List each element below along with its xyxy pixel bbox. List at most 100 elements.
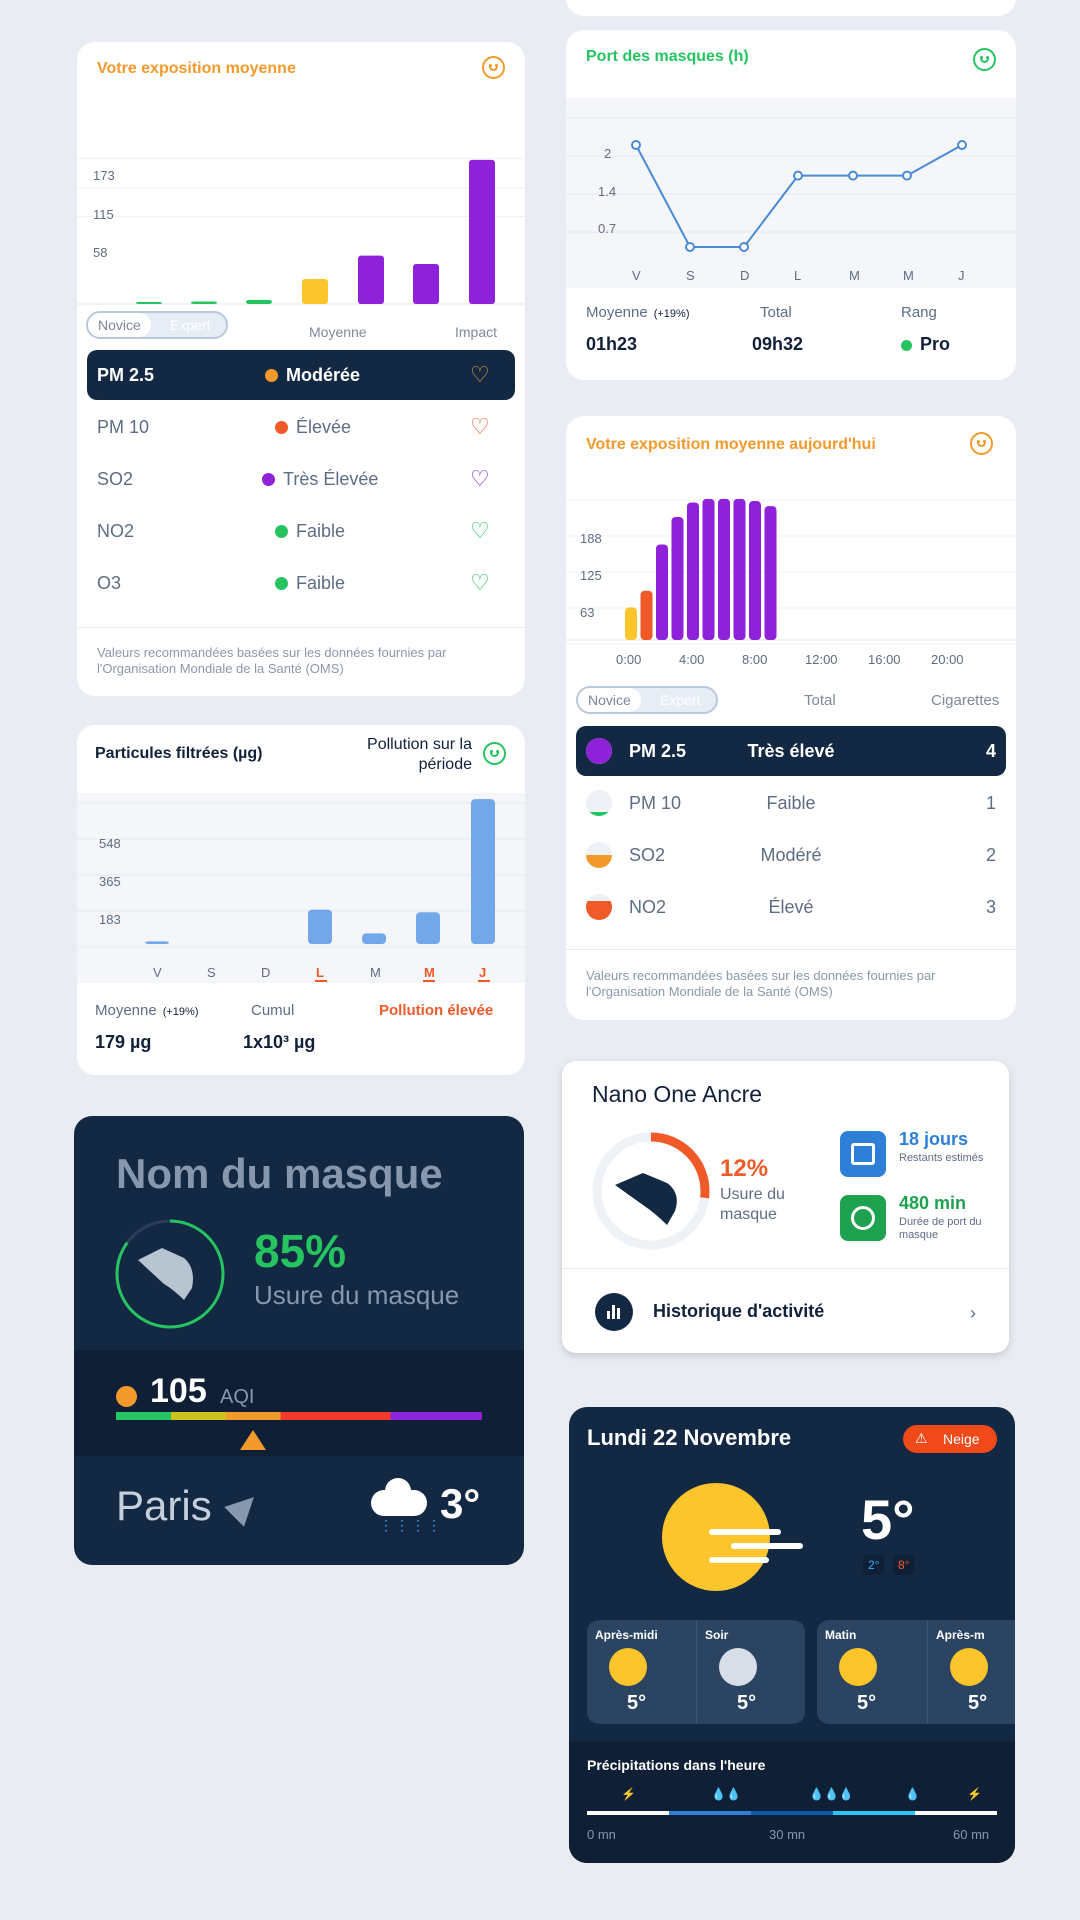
forecast-today[interactable]: Après-midi 5° Soir 5°	[587, 1620, 805, 1724]
bar	[733, 498, 746, 640]
pollutant-level: Élevé	[768, 897, 814, 917]
pollutant-row[interactable]: O3 Faible ♡	[87, 558, 515, 608]
x-tick: D	[261, 965, 270, 980]
pollutant-level: Faible	[275, 573, 345, 594]
mask-icon	[615, 1173, 677, 1225]
forecast-slot: Matin 5°	[817, 1620, 927, 1724]
pollutant-level: Faible	[275, 521, 345, 542]
precip-title: Précipitations dans l'heure	[587, 1757, 766, 1773]
pollutant-row[interactable]: PM 2.5 Modérée ♡	[87, 350, 515, 400]
avg-label: Moyenne (+19%)	[95, 1002, 199, 1019]
mask-widget[interactable]: Nom du masque 85% Usure du masque 105 AQ…	[74, 1116, 524, 1565]
smiley-icon	[482, 56, 505, 79]
pollutant-name: O3	[97, 573, 122, 593]
avg-value: 01h23	[586, 334, 638, 354]
aqi-marker	[240, 1430, 266, 1450]
bar	[136, 302, 162, 304]
point	[685, 242, 695, 252]
cigarette-count: 3	[985, 897, 996, 917]
mode-toggle[interactable]: Novice Expert	[86, 311, 228, 339]
slot-label: Après-midi	[595, 1628, 658, 1642]
sun-icon	[719, 1648, 757, 1686]
pollution-alert: Pollution élevée	[379, 1002, 494, 1019]
calendar-icon	[840, 1131, 886, 1177]
x-tick: J	[479, 965, 486, 980]
pollutant-level: Très élevé	[747, 741, 835, 761]
pollutant-row[interactable]: NO2 Faible ♡	[87, 506, 515, 556]
total-label: Total	[760, 304, 792, 321]
y-tick: 63	[580, 605, 594, 620]
toggle-novice[interactable]: Novice	[88, 313, 151, 337]
precip-bar	[587, 1811, 997, 1815]
pollutant-row[interactable]: PM 2.5 Très élevé 4	[576, 726, 1006, 776]
pollutant-name: PM 10	[97, 417, 150, 437]
pollutant-name: SO2	[97, 469, 134, 489]
exposure-card: Votre exposition moyenne 17311558VSDLMMJ…	[77, 42, 525, 696]
exposure-chart: 17311558VSDLMMJ	[77, 158, 525, 305]
bar	[469, 159, 495, 304]
days-left-sub: Restants estimés	[899, 1152, 984, 1164]
forecast-tomorrow[interactable]: Matin 5° Après-m 5°	[817, 1620, 1015, 1724]
mode-toggle[interactable]: Novice Expert	[576, 686, 718, 714]
slot-temp: 5°	[968, 1692, 988, 1714]
x-tick: M	[424, 965, 435, 980]
y-tick: 58	[93, 245, 107, 260]
cumul-label: Cumul	[251, 1002, 295, 1019]
point	[739, 242, 749, 252]
level-gauge	[586, 790, 612, 816]
pollutant-row[interactable]: SO2 Très Élevée ♡	[87, 454, 515, 504]
y-tick: 115	[93, 207, 114, 222]
toggle-novice[interactable]: Novice	[578, 688, 641, 712]
x-tick: 4:00	[679, 652, 704, 664]
x-tick: 12:00	[805, 652, 838, 664]
mask-hours-card: Port des masques (h) 2 1.4 0.7 V S D L M M J Moye…	[566, 30, 1016, 380]
y-tick: 0.7	[598, 221, 616, 236]
mask-hours-card	[566, 0, 1016, 16]
toggle-expert[interactable]: Expert	[170, 317, 211, 333]
bar	[308, 909, 332, 944]
toggle-expert[interactable]: Expert	[660, 692, 701, 708]
bar	[625, 607, 637, 640]
bar	[749, 501, 761, 640]
bar	[687, 502, 699, 640]
particles-title: Particules filtrées (µg)	[95, 745, 263, 762]
impact-icon: ♡	[470, 414, 490, 439]
sun-icon	[839, 1648, 877, 1686]
pollutant-row[interactable]: NO2 Élevé 3	[576, 882, 1006, 932]
wear-percent: 85%	[254, 1225, 347, 1277]
location-icon[interactable]	[224, 1487, 264, 1527]
y-tick: 2	[604, 146, 611, 161]
pollutant-level: Faible	[766, 793, 816, 813]
bar	[302, 279, 328, 304]
pollutant-level: Modéré	[760, 845, 822, 865]
level-gauge	[586, 894, 612, 920]
y-tick: 173	[93, 168, 115, 183]
pollutant-row[interactable]: PM 10 Élevée ♡	[87, 402, 515, 452]
pollutant-level: Modérée	[265, 365, 360, 386]
point	[902, 170, 912, 181]
x-tick: M	[370, 965, 381, 980]
y-tick: 183	[99, 912, 121, 927]
nano-card: Nano One Ancre 12% Usure du masque 18 jo…	[562, 1061, 1009, 1353]
temp-min: 2°	[863, 1555, 885, 1575]
particles-chart: 548 365 183 V S D L M M J	[77, 793, 525, 983]
x-tick: S	[686, 268, 695, 283]
y-tick: 365	[99, 874, 121, 889]
pollutant-name: PM 2.5	[629, 741, 687, 761]
impact-icon: ♡	[470, 362, 490, 387]
pollutant-row[interactable]: PM 10 Faible 1	[576, 778, 1006, 828]
particles-card: Particules filtrées (µg) Pollution sur l…	[77, 725, 525, 1075]
cigarette-count: 1	[985, 793, 996, 813]
sun-icon	[950, 1648, 988, 1686]
pollutant-name: NO2	[629, 897, 667, 917]
bar	[191, 301, 217, 304]
y-tick: 125	[580, 568, 602, 583]
pollutant-row[interactable]: SO2 Modéré 2	[576, 830, 1006, 880]
chevron-right-icon: ›	[970, 1303, 976, 1323]
snow-alert-badge[interactable]: ⚠ Neige	[903, 1425, 997, 1453]
bar	[413, 264, 439, 304]
x-tick: J	[958, 268, 965, 283]
history-link[interactable]: Historique d'activité ›	[562, 1269, 1009, 1353]
history-label: Historique d'activité	[653, 1301, 825, 1321]
bar	[362, 933, 386, 944]
